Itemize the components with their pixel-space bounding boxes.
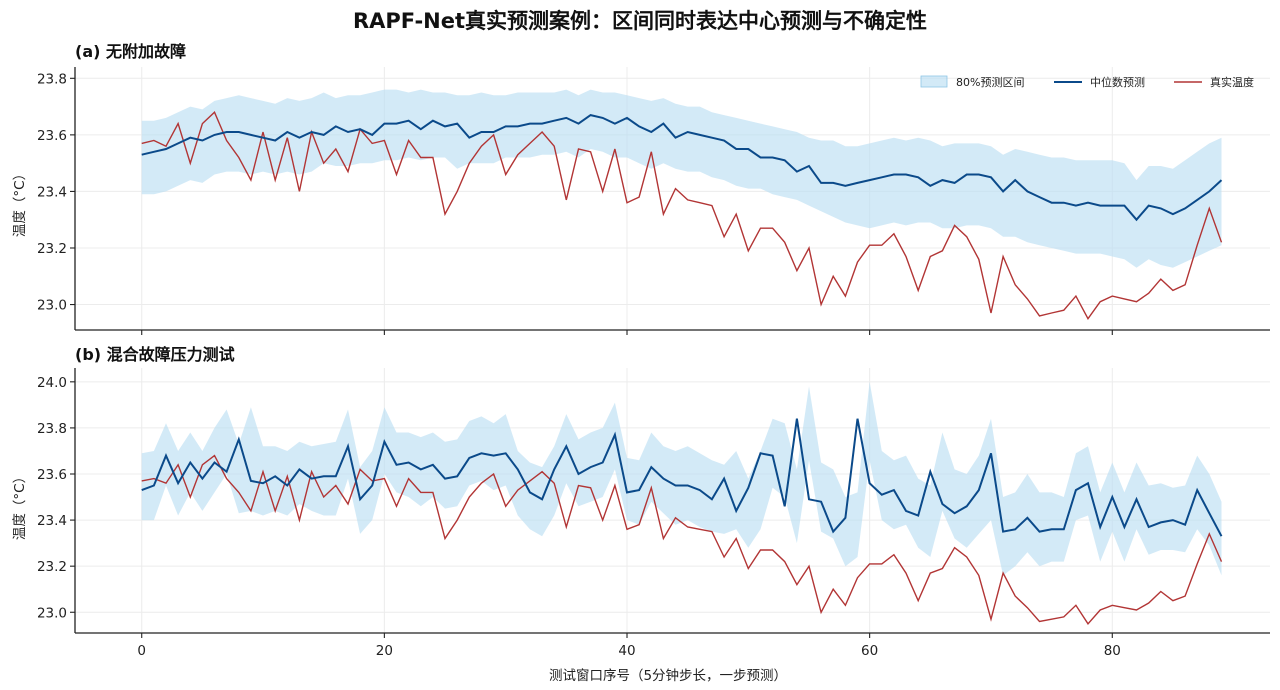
panel-b-interval-band (141, 381, 1222, 576)
panel-a-truth-line (141, 111, 1223, 321)
y-tick-label-1: 23.2 (37, 559, 67, 575)
panel-b-ylabel: 温度（°C） (12, 470, 28, 540)
panel-b-title: (b) 混合故障压力测试 (75, 345, 235, 364)
y-tick-label-4: 23.8 (37, 421, 67, 437)
y-tick-label-5: 24.0 (37, 375, 67, 391)
y-tick-label-0: 23.0 (37, 605, 67, 621)
panel-b: (b) 混合故障压力测试 23.0 23.2 23.4 23.6 23.8 24.0 0 20… (12, 345, 1270, 659)
x-tick-label-2: 40 (618, 643, 635, 659)
panel-a-axes (74, 67, 1270, 331)
x-axis-label: 测试窗口序号（5分钟步长，一步预测） (549, 667, 787, 684)
panel-a-title: (a) 无附加故障 (75, 42, 186, 61)
y-tick-label-0: 23.0 (37, 298, 67, 314)
x-tick-label-0: 0 (137, 643, 146, 659)
y-tick-label-2: 23.4 (37, 184, 67, 200)
y-tick-label-2: 23.4 (37, 513, 67, 529)
x-tick-label-1: 20 (376, 643, 393, 659)
legend-band-label: 80%预测区间 (956, 76, 1024, 89)
y-tick-label-3: 23.6 (37, 467, 67, 483)
legend-median-label: 中位数预测 (1090, 75, 1145, 89)
panel-a-ylabel: 温度（°C） (12, 167, 28, 237)
panel-b-truth-line (141, 454, 1223, 625)
x-tick-label-3: 60 (861, 643, 878, 659)
panel-a-interval-band (141, 89, 1222, 268)
panel-a: (a) 无附加故障 23.0 23.2 23.4 23.6 23.8 温度（°C） 80… (12, 42, 1270, 335)
x-tick-label-4: 80 (1104, 643, 1121, 659)
legend-truth-label: 真实温度 (1210, 75, 1254, 89)
y-tick-label-1: 23.2 (37, 241, 67, 257)
panel-b-median-line (141, 418, 1223, 537)
y-tick-label-3: 23.6 (37, 128, 67, 144)
panel-a-median-line (141, 114, 1223, 222)
y-tick-label-4: 23.8 (37, 71, 67, 87)
legend-band-swatch (920, 75, 948, 88)
figure-title: RAPF-Net真实预测案例：区间同时表达中心预测与不确定性 (353, 9, 927, 33)
panel-a-ticks: 23.0 23.2 23.4 23.6 23.8 (37, 71, 1113, 335)
legend: 80%预测区间 中位数预测 真实温度 (920, 75, 1254, 89)
panel-b-axes (74, 368, 1270, 634)
panel-b-ticks: 23.0 23.2 23.4 23.6 23.8 24.0 0 20 40 60 80 (37, 375, 1121, 659)
